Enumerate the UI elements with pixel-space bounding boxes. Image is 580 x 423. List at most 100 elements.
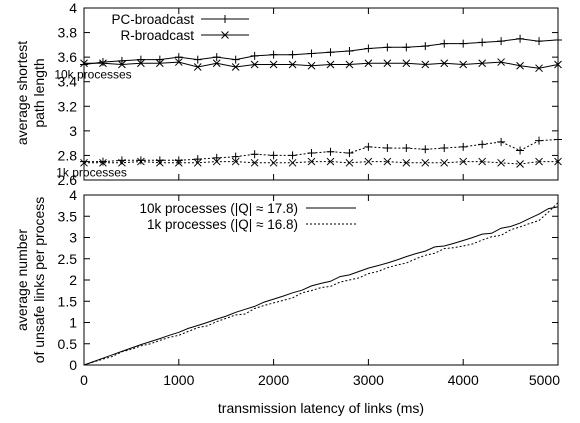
- bottom-y-tick-label: 0: [69, 357, 77, 373]
- cross-marker: [326, 157, 335, 166]
- plus-marker: [497, 37, 506, 46]
- plus-marker: [250, 150, 259, 159]
- cross-marker: [269, 60, 278, 69]
- series-line: [84, 139, 559, 163]
- cross-marker: [155, 158, 164, 167]
- plus-marker: [440, 39, 449, 48]
- cross-marker: [288, 60, 297, 69]
- plus-marker: [402, 43, 411, 52]
- legend-label: 1k processes (|Q| ≈ 16.8): [147, 217, 298, 232]
- cross-marker: [459, 157, 468, 166]
- plus-marker: [478, 38, 487, 47]
- cross-marker: [402, 59, 411, 68]
- plus-marker: [535, 136, 544, 145]
- legend-label: R-broadcast: [120, 28, 194, 43]
- top-y-tick-label: 3.4: [58, 74, 78, 90]
- cross-marker: [345, 158, 354, 167]
- bottom-x-tick-label: 1000: [163, 372, 194, 388]
- plus-marker: [288, 50, 297, 59]
- plus-marker: [98, 58, 107, 67]
- legend-label: PC-broadcast: [111, 12, 194, 27]
- cross-marker: [497, 158, 505, 167]
- top-y-tick-label: 2.6: [58, 172, 78, 188]
- cross-marker: [497, 58, 505, 66]
- cross-marker: [345, 60, 354, 69]
- plus-marker: [326, 147, 335, 156]
- series-line: [83, 206, 559, 366]
- cross-marker: [440, 158, 449, 167]
- plus-marker: [174, 53, 183, 62]
- bottom-ylabel-line1: average number: [14, 229, 30, 331]
- legend-label: 10k processes (|Q| ≈ 17.8): [140, 201, 299, 216]
- cross-marker: [193, 63, 202, 71]
- plus-marker: [250, 51, 259, 60]
- cross-marker: [535, 157, 543, 166]
- cross-marker: [421, 158, 430, 167]
- cross-marker: [155, 59, 164, 68]
- bottom-y-tick-label: 1: [69, 315, 77, 331]
- bottom-plot-frame: [83, 194, 559, 366]
- plus-marker: [288, 151, 297, 160]
- cross-marker: [137, 157, 145, 166]
- cross-marker: [402, 158, 411, 167]
- series-group-label: 1k processes: [56, 166, 127, 180]
- cross-marker: [269, 158, 278, 167]
- top-y-tick-label: 4: [69, 0, 77, 16]
- bottom-y-tick-label: 2.5: [58, 251, 78, 267]
- plus-marker: [459, 142, 468, 151]
- plus-marker: [440, 144, 449, 153]
- cross-marker: [118, 60, 126, 69]
- cross-marker: [478, 59, 487, 68]
- cross-marker: [174, 158, 183, 167]
- cross-marker: [174, 58, 183, 66]
- plus-marker: [212, 53, 221, 62]
- top-series: [83, 38, 559, 165]
- cross-marker: [118, 158, 126, 167]
- plus-marker: [383, 43, 392, 52]
- plus-marker: [421, 145, 430, 154]
- plus-marker: [478, 140, 487, 149]
- top-y-tick-label: 3.2: [58, 98, 78, 114]
- plus-marker: [193, 55, 202, 64]
- bottom-y-ticks: 4 3.5 3 2.5 2 1.5 1 0.5 0: [58, 187, 558, 373]
- plus-marker: [345, 148, 354, 157]
- bottom-ylabel-line2: of unsafe links per process: [31, 197, 47, 364]
- plus-marker: [117, 56, 126, 65]
- cross-marker: [516, 61, 524, 70]
- cross-marker: [307, 157, 316, 166]
- top-annotations: 10k processes 1k processes: [54, 67, 131, 179]
- legend-cross-marker: [221, 31, 229, 39]
- plus-marker: [193, 155, 202, 164]
- cross-marker: [250, 158, 259, 167]
- plus-marker: [421, 42, 430, 51]
- plus-marker: [364, 142, 373, 151]
- bottom-x-tick-label: 3000: [353, 372, 384, 388]
- cross-marker: [326, 60, 335, 69]
- cross-marker: [231, 63, 240, 71]
- top-y-tick-label: 3.6: [58, 49, 78, 65]
- cross-marker: [364, 59, 373, 68]
- top-y-ticks: 4 3.8 3.6 3.4 3.2 3 2.8 2.6: [58, 0, 559, 188]
- cross-marker: [535, 64, 543, 73]
- plus-marker: [383, 144, 392, 153]
- cross-marker: [99, 158, 107, 167]
- plus-marker: [155, 55, 164, 64]
- cross-marker: [99, 59, 107, 68]
- cross-marker: [212, 157, 221, 166]
- legend-plus-marker: [221, 15, 229, 23]
- series-line: [83, 202, 559, 366]
- series-line: [84, 161, 558, 165]
- cross-marker: [459, 60, 468, 69]
- plus-marker: [497, 137, 506, 146]
- plus-marker: [269, 151, 278, 160]
- bottom-x-tick-label: 0: [80, 372, 88, 388]
- top-markers: [80, 34, 562, 168]
- bottom-x-tick-label: 5000: [529, 372, 560, 388]
- cross-marker: [288, 158, 297, 167]
- plus-marker: [364, 44, 373, 53]
- bottom-y-tick-label: 4: [69, 187, 77, 203]
- bottom-y-tick-label: 1.5: [58, 293, 78, 309]
- cross-marker: [250, 60, 259, 69]
